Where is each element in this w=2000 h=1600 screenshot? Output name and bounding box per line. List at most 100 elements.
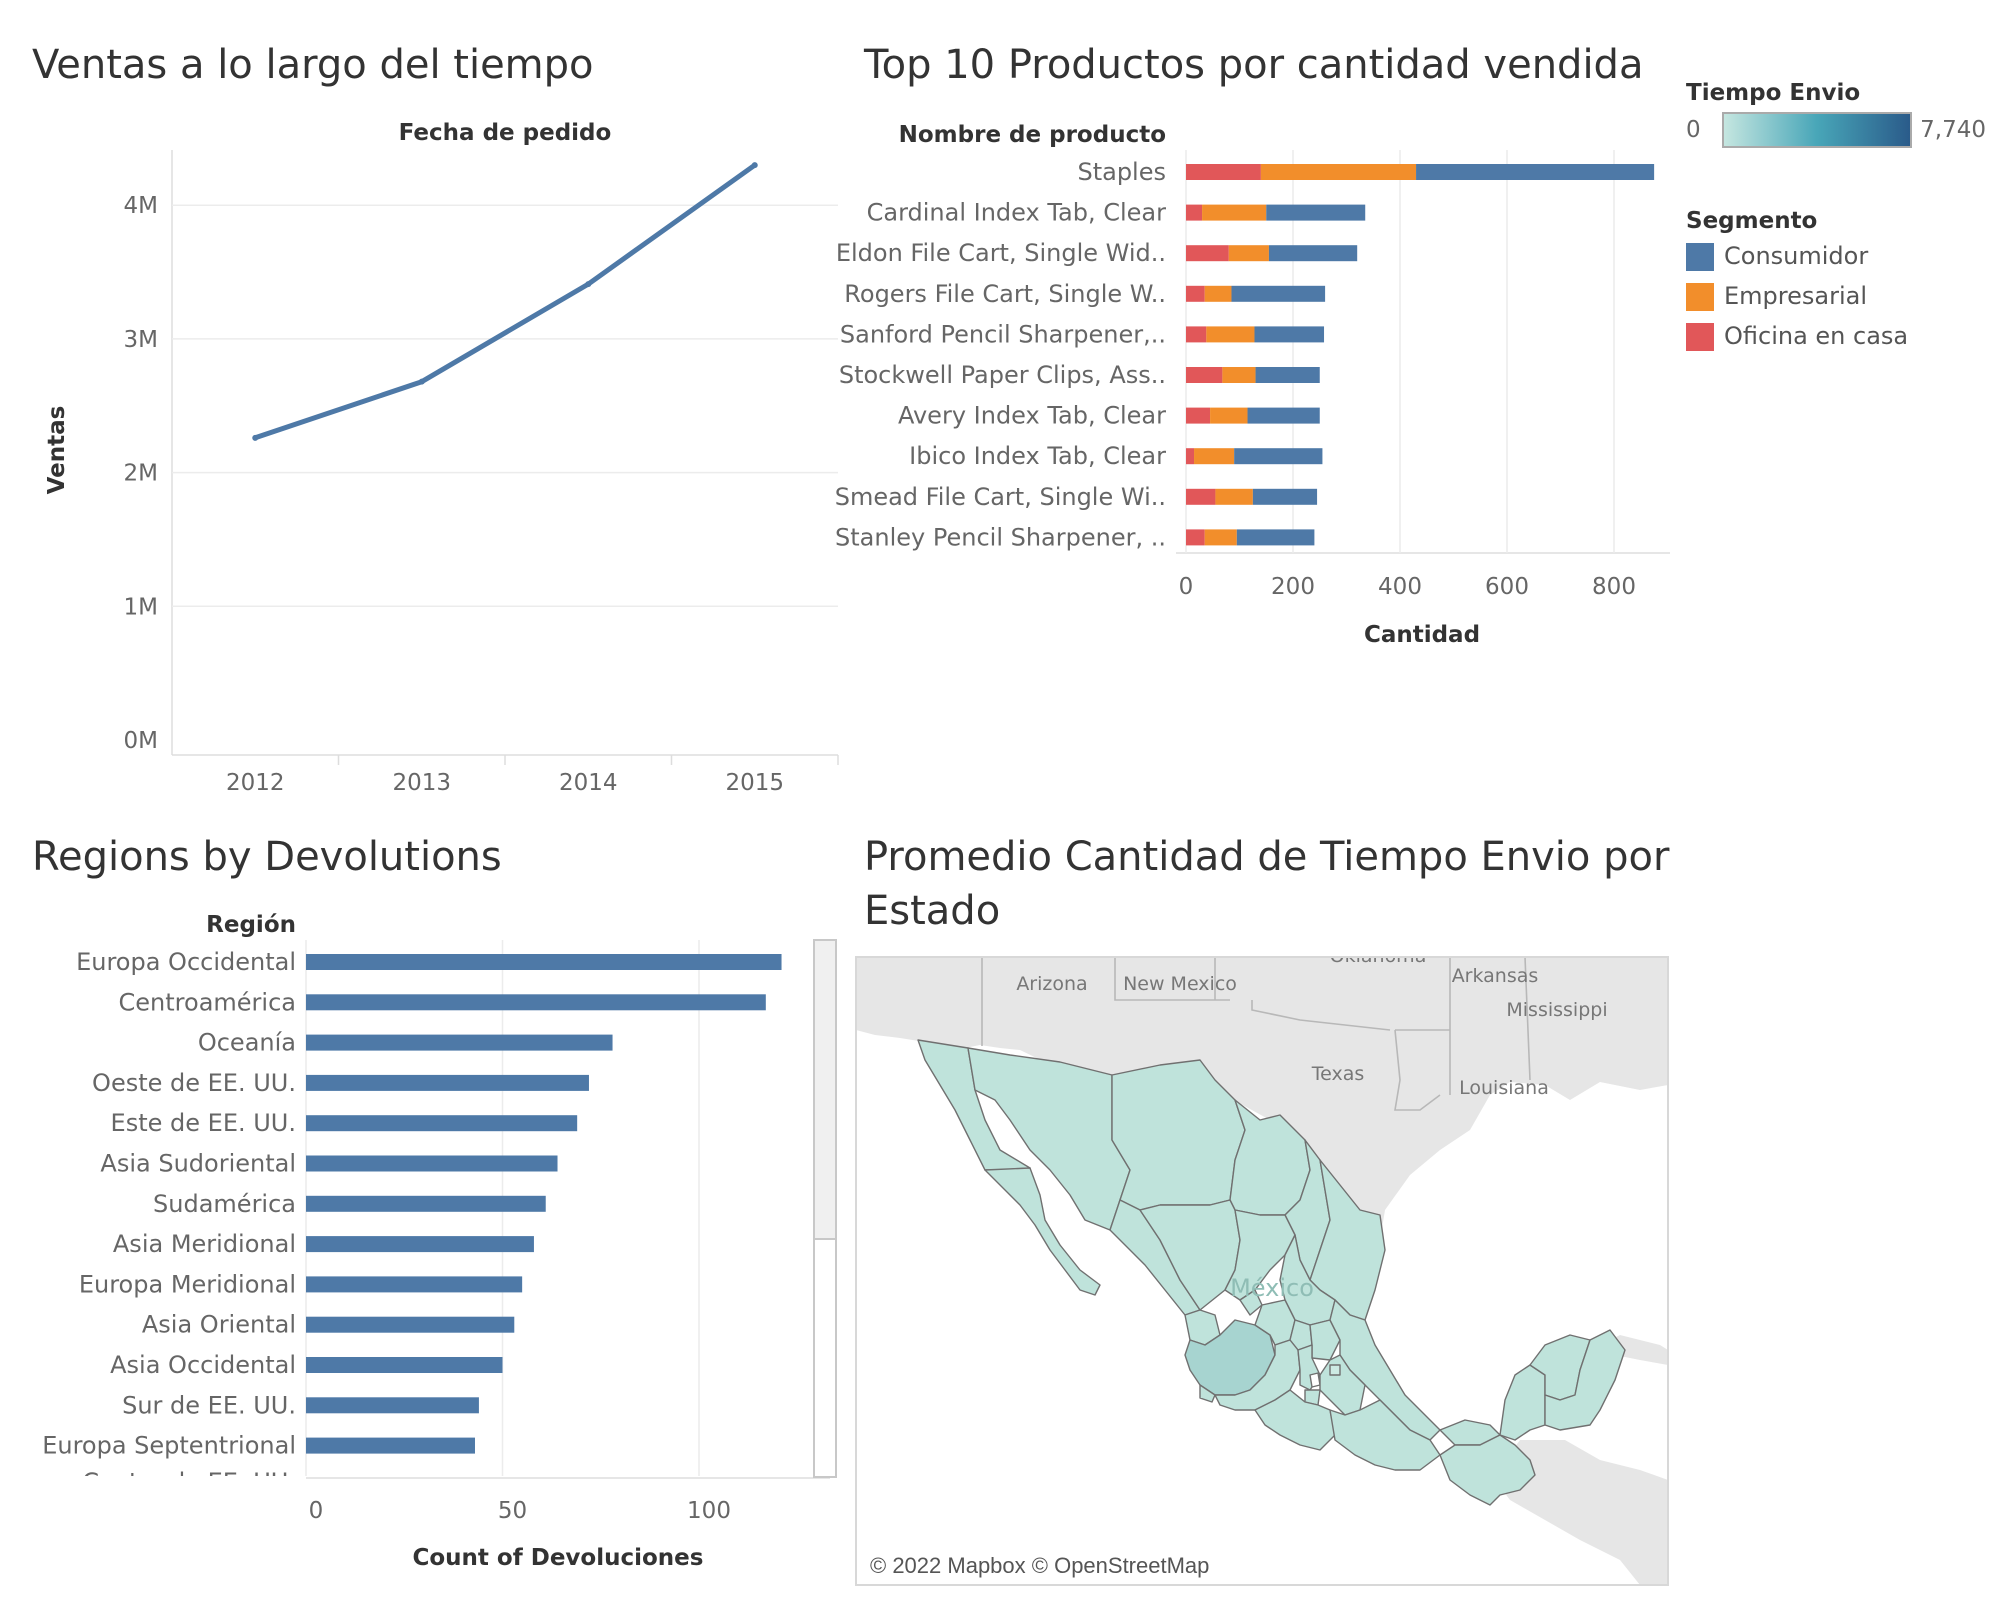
regions-bar-sudamerica[interactable] (306, 1195, 546, 1212)
top10-bar-staples-empresarial[interactable] (1260, 164, 1417, 180)
segmento-label-oficina-en-casa: Oficina en casa (1724, 322, 1909, 350)
segmento-label-consumidor: Consumidor (1724, 242, 1869, 270)
state-cdmx[interactable] (1309, 1372, 1321, 1388)
regions-category-label: Sur de EE. UU. (122, 1391, 296, 1419)
top10-bar-rogers-file-cart-single-w-empresarial[interactable] (1204, 285, 1232, 302)
ventas-point-2015[interactable] (751, 162, 758, 169)
ventas-xtick-label: 2012 (226, 770, 285, 796)
regions-bar-oceania[interactable] (306, 1034, 613, 1051)
segmento-swatch-consumidor (1686, 243, 1714, 271)
map-label-oklahoma: Oklahoma (1330, 945, 1427, 967)
top10-category-label: Cardinal Index Tab, Clear (867, 199, 1167, 227)
tiempo-legend-min: 0 (1686, 117, 1701, 143)
regions-xtick-label: 100 (687, 1498, 731, 1524)
ventas-ytick-label: 4M (124, 193, 158, 219)
regions-clip-mask (0, 1476, 830, 1498)
top10-bar-ibico-index-tab-clear-empresarial[interactable] (1194, 448, 1235, 465)
map-label-mississippi: Mississippi (1506, 999, 1607, 1021)
ventas-title: Ventas a lo largo del tiempo (32, 42, 594, 88)
top10-bar-eldon-file-cart-single-wid-oficina-en-casa[interactable] (1186, 245, 1229, 262)
top10-bar-cardinal-index-tab-clear-oficina-en-casa[interactable] (1186, 204, 1203, 221)
top10-bar-stockwell-paper-clips-ass-oficina-en-casa[interactable] (1186, 367, 1223, 383)
top10-bar-stanley-pencil-sharpener-oficina-en-casa[interactable] (1186, 529, 1205, 546)
state-sonora[interactable] (967, 1047, 1131, 1231)
state-oaxaca[interactable] (1329, 1399, 1441, 1471)
map-label-arizona: Arizona (1016, 973, 1087, 995)
top10-bar-stockwell-paper-clips-ass-empresarial[interactable] (1222, 367, 1256, 383)
regions-category-label: Europa Septentrional (42, 1432, 296, 1460)
state-colima[interactable] (1199, 1384, 1216, 1403)
top10-bar-sanford-pencil-sharpener-oficina-en-casa[interactable] (1186, 326, 1207, 343)
top10-bar-avery-index-tab-clear-consumidor[interactable] (1247, 407, 1320, 424)
top10-title: Top 10 Productos por cantidad vendida (864, 42, 1644, 88)
map-title: Promedio Cantidad de Tiempo Envio por Es… (864, 834, 1670, 934)
regions-title: Regions by Devolutions (32, 834, 502, 880)
regions-bar-oeste-de-ee-uu[interactable] (306, 1074, 589, 1091)
top10-xtick-label: 600 (1485, 574, 1529, 600)
top10-bar-stockwell-paper-clips-ass-consumidor[interactable] (1255, 367, 1320, 383)
top10-xtick-label: 0 (1179, 574, 1194, 600)
regions-bar-este-de-ee-uu[interactable] (306, 1115, 578, 1132)
regions-bar-europa-meridional[interactable] (306, 1276, 523, 1293)
regions-scrollbar-thumb[interactable] (815, 941, 835, 1239)
ventas-ytick-label: 2M (124, 461, 158, 487)
state-chiapas[interactable] (1439, 1434, 1536, 1506)
ventas-line-chart: Fecha de pedido Ventas 0M 1M 2M 3M 4M 2012 20… (44, 120, 839, 796)
top10-bar-cardinal-index-tab-clear-consumidor[interactable] (1266, 204, 1366, 221)
regions-bar-europa-occidental[interactable] (306, 954, 782, 970)
regions-bar-asia-oriental[interactable] (306, 1316, 515, 1333)
regions-xtick-label: 50 (498, 1498, 527, 1524)
segmento-item-empresarial[interactable]: Empresarial (1686, 276, 1986, 316)
top10-bar-smead-file-cart-single-wi-empresarial[interactable] (1215, 488, 1253, 505)
state-baja-california-sur[interactable] (984, 1167, 1101, 1296)
regions-category-label: Asia Meridional (113, 1230, 296, 1258)
regions-bar-centroamerica[interactable] (306, 994, 766, 1011)
ventas-point-2013[interactable] (418, 378, 425, 385)
us-landmass (856, 957, 1668, 1280)
ventas-xtick-label: 2013 (392, 770, 451, 796)
tiempo-legend-gradient (1721, 112, 1913, 148)
state-zacatecas[interactable] (1224, 1209, 1296, 1301)
top10-bar-stanley-pencil-sharpener-empresarial[interactable] (1204, 529, 1237, 546)
top10-bar-eldon-file-cart-single-wid-empresarial[interactable] (1228, 245, 1269, 262)
segmento-swatch-oficina-en-casa (1686, 323, 1714, 351)
top10-bar-sanford-pencil-sharpener-empresarial[interactable] (1206, 326, 1255, 343)
top10-bar-smead-file-cart-single-wi-consumidor[interactable] (1252, 488, 1318, 505)
map-label-mexico: México (1230, 1274, 1314, 1302)
regions-category-label: Europa Meridional (79, 1270, 296, 1298)
top10-bar-avery-index-tab-clear-empresarial[interactable] (1210, 407, 1248, 424)
top10-bar-sanford-pencil-sharpener-consumidor[interactable] (1254, 326, 1325, 343)
top10-bar-smead-file-cart-single-wi-oficina-en-casa[interactable] (1186, 488, 1216, 505)
top10-bar-cardinal-index-tab-clear-empresarial[interactable] (1202, 204, 1267, 221)
top10-bar-stanley-pencil-sharpener-consumidor[interactable] (1236, 529, 1315, 546)
top10-bar-staples-consumidor[interactable] (1416, 164, 1655, 180)
ventas-ytick-label: 3M (124, 327, 158, 353)
regions-bar-asia-sudoriental[interactable] (306, 1155, 558, 1172)
top10-bar-avery-index-tab-clear-oficina-en-casa[interactable] (1186, 407, 1211, 424)
state-tlaxcala[interactable] (1329, 1364, 1341, 1376)
segmento-item-consumidor[interactable]: Consumidor (1686, 236, 1986, 276)
top10-category-label: Eldon File Cart, Single Wid.. (836, 239, 1166, 267)
map-attribution[interactable]: © 2022 Mapbox © OpenStreetMap (870, 1553, 1209, 1578)
mexico-states[interactable] (917, 1039, 1626, 1506)
ventas-ytick-label: 1M (124, 594, 158, 620)
top10-bar-ibico-index-tab-clear-oficina-en-casa[interactable] (1186, 448, 1195, 465)
state-quintana-roo[interactable] (1544, 1329, 1626, 1431)
regions-bar-asia-meridional[interactable] (306, 1236, 534, 1253)
ventas-point-2014[interactable] (585, 281, 592, 288)
top10-bar-eldon-file-cart-single-wid-consumidor[interactable] (1268, 245, 1358, 262)
segmento-swatch-empresarial (1686, 283, 1714, 311)
mexico-map[interactable]: Arizona New Mexico Oklahoma Arkansas Mis… (855, 945, 1669, 1586)
ventas-xtick-label: 2014 (559, 770, 618, 796)
top10-bar-rogers-file-cart-single-w-oficina-en-casa[interactable] (1186, 285, 1205, 302)
top10-x-label: Cantidad (1364, 622, 1480, 648)
regions-category-label: Europa Occidental (76, 948, 296, 976)
top10-bar-ibico-index-tab-clear-consumidor[interactable] (1234, 448, 1323, 465)
regions-bar-europa-septentrional[interactable] (306, 1437, 475, 1454)
top10-bar-rogers-file-cart-single-w-consumidor[interactable] (1231, 285, 1326, 302)
regions-bar-sur-de-ee-uu[interactable] (306, 1397, 479, 1414)
ventas-point-2012[interactable] (252, 434, 259, 441)
top10-bar-staples-oficina-en-casa[interactable] (1186, 164, 1261, 180)
regions-bar-asia-occidental[interactable] (306, 1357, 503, 1373)
segmento-item-oficina-en-casa[interactable]: Oficina en casa (1686, 316, 1986, 356)
